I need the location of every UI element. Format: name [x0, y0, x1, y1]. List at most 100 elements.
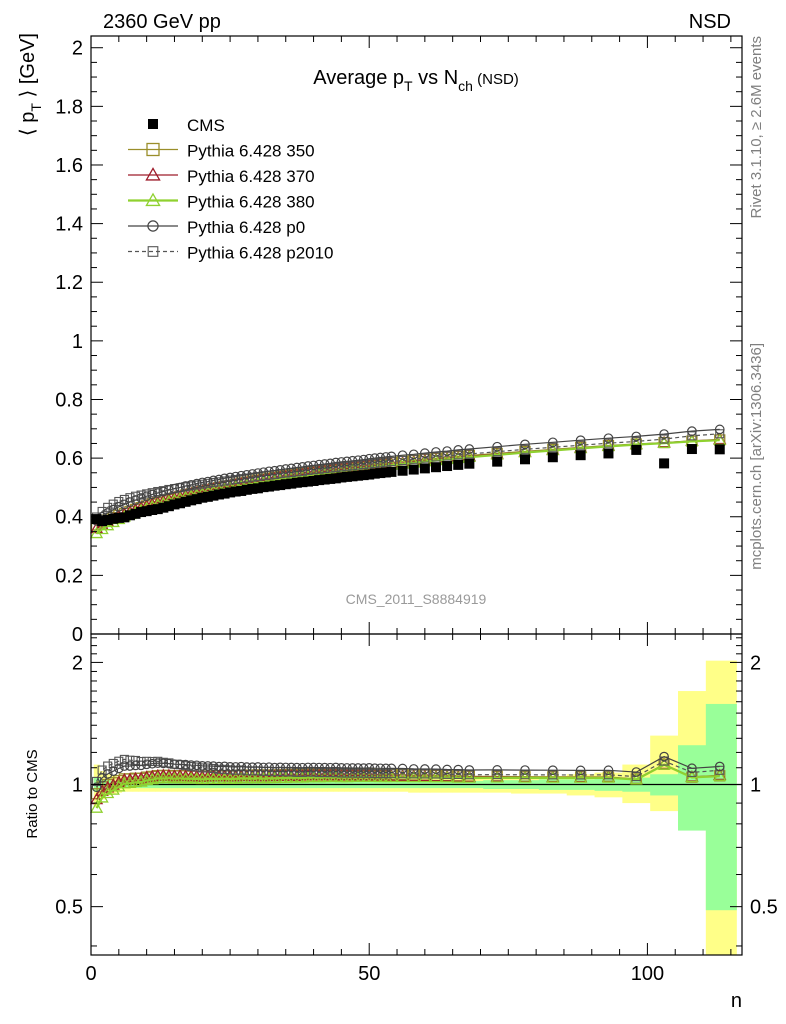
ratio-point-pythia-6-428-p0 — [342, 763, 352, 773]
main-point-cms — [280, 479, 291, 490]
ratio-point-pythia-6-428-380 — [462, 771, 476, 783]
main-point-cms — [191, 494, 202, 505]
ratio-point-pythia-6-428-p0 — [358, 763, 369, 773]
main-title: Average pT vs Nch (NSD) — [313, 67, 519, 94]
ratio-point-pythia-6-428-p2010 — [125, 755, 135, 765]
main-y-tick-label: 0 — [72, 624, 83, 646]
ratio-panel: 0.5 0.5 1 1 2 2 0 50 100 Ratio to CMS n — [24, 633, 778, 1012]
main-point-pythia-6-428-p0 — [164, 485, 174, 495]
ratio-point-pythia-6-428-p2010 — [347, 768, 358, 778]
main-point-cms — [659, 458, 670, 469]
ratio-point-pythia-6-428-p0 — [364, 763, 375, 773]
main-point-pythia-6-428-p0 — [381, 452, 391, 462]
ratio-point-pythia-6-428-p0 — [603, 765, 614, 776]
ratio-series-layer — [89, 751, 727, 813]
main-point-pythia-6-428-p2010 — [442, 451, 452, 461]
main-point-pythia-6-428-p0 — [347, 455, 358, 466]
main-point-cms — [275, 480, 286, 491]
ratio-point-pythia-6-428-p0 — [308, 762, 319, 773]
main-point-pythia-6-428-p0 — [358, 454, 369, 465]
main-point-cms — [314, 475, 325, 486]
main-point-pythia-6-428-p0 — [275, 464, 286, 475]
main-point-pythia-6-428-p0 — [575, 435, 586, 446]
ratio-point-pythia-6-428-p2010 — [119, 754, 129, 764]
ratio-point-pythia-6-428-380 — [657, 757, 671, 770]
main-point-pythia-6-428-p0 — [202, 476, 213, 487]
ratio-point-pythia-6-428-p0 — [130, 760, 141, 771]
ratio-line-pythia-6-428-p0 — [96, 755, 720, 788]
ratio-point-pythia-6-428-p0 — [575, 765, 586, 776]
ratio-point-pythia-6-428-p0 — [336, 763, 347, 773]
legend-label-cms: CMS — [187, 116, 225, 135]
ratio-point-pythia-6-428-p0 — [125, 761, 135, 771]
main-point-pythia-6-428-p0 — [253, 468, 263, 478]
main-point-pythia-6-428-p0 — [547, 437, 558, 448]
legend-label-pythia-6-428-370: Pythia 6.428 370 — [187, 167, 315, 186]
main-point-pythia-6-428-p0 — [408, 449, 419, 460]
main-point-cms — [492, 456, 503, 467]
main-line-pythia-6-428-p0 — [96, 428, 720, 522]
main-point-pythia-6-428-p0 — [141, 491, 152, 502]
ratio-y-tick-label-right: 2 — [750, 652, 761, 674]
main-point-cms — [380, 467, 391, 478]
main-panel: 0 0.2 0.4 0.6 0.8 1 1.2 1.4 1.6 1.8 2 Average pT v… — [17, 33, 743, 646]
ratio-point-pythia-6-428-380 — [440, 770, 454, 783]
main-point-pythia-6-428-p2010 — [409, 454, 419, 464]
main-point-cms — [547, 452, 558, 463]
main-point-pythia-6-428-p0 — [492, 441, 503, 452]
main-y-tick-label: 0.6 — [55, 448, 83, 470]
ratio-point-pythia-6-428-p0 — [197, 761, 208, 771]
ratio-y-tick-label: 1 — [72, 775, 83, 797]
ratio-point-pythia-6-428-p0 — [314, 762, 324, 773]
ratio-point-pythia-6-428-380 — [106, 783, 120, 795]
ratio-y-tick-label-right: 0.5 — [750, 897, 778, 919]
ratio-point-pythia-6-428-p0 — [202, 761, 213, 771]
main-point-pythia-6-428-p2010 — [492, 447, 502, 457]
main-point-cms — [258, 482, 269, 493]
process-label: NSD — [689, 11, 731, 33]
ratio-point-pythia-6-428-p0 — [136, 760, 146, 771]
main-point-pythia-6-428-p0 — [214, 474, 224, 485]
ratio-point-pythia-6-428-p0 — [325, 762, 336, 773]
main-y-tick-label: 0.2 — [55, 565, 83, 587]
ratio-point-pythia-6-428-380 — [101, 786, 115, 799]
main-point-pythia-6-428-p0 — [236, 470, 247, 481]
ratio-point-pythia-6-428-p0 — [147, 758, 158, 769]
ratio-point-pythia-6-428-p0 — [431, 764, 441, 774]
main-point-pythia-6-428-p2010 — [119, 494, 129, 505]
main-point-pythia-6-428-p0 — [152, 488, 163, 498]
ratio-point-pythia-6-428-380 — [713, 769, 727, 781]
main-point-cms — [319, 474, 330, 485]
main-point-cms — [152, 504, 163, 515]
ratio-point-pythia-6-428-p2010 — [219, 764, 230, 774]
ratio-y-axis-label: Ratio to CMS — [24, 749, 41, 838]
ratio-point-pythia-6-428-p0 — [714, 761, 725, 772]
main-point-pythia-6-428-380 — [95, 522, 109, 535]
main-point-cms — [686, 444, 697, 455]
main-point-cms — [358, 470, 369, 481]
main-point-pythia-6-428-p0 — [241, 469, 252, 480]
main-point-cms — [575, 450, 586, 461]
ratio-point-pythia-6-428-380 — [418, 770, 432, 783]
ratio-point-pythia-6-428-p0 — [264, 762, 274, 773]
main-y-tick-label: 1.6 — [55, 155, 83, 177]
ratio-point-pythia-6-428-380 — [429, 770, 443, 783]
ratio-point-pythia-6-428-p0 — [419, 764, 430, 774]
ratio-point-pythia-6-428-380 — [629, 772, 643, 785]
ratio-point-pythia-6-428-p0 — [453, 764, 464, 775]
main-point-cms — [442, 461, 453, 472]
main-point-pythia-6-428-p0 — [308, 460, 319, 471]
legend-marker-pythia-6-428-380 — [145, 192, 161, 207]
ratio-point-pythia-6-428-p2010 — [464, 770, 474, 780]
main-point-cms — [375, 468, 386, 479]
main-point-pythia-6-428-p0 — [386, 451, 397, 462]
ratio-point-pythia-6-428-p2010 — [370, 769, 380, 779]
main-point-pythia-6-428-p0 — [342, 456, 352, 467]
ratio-point-pythia-6-428-p2010 — [297, 767, 307, 777]
main-point-pythia-6-428-p0 — [687, 426, 697, 436]
ratio-point-pythia-6-428-p0 — [442, 764, 452, 775]
main-point-cms — [108, 513, 119, 524]
main-point-pythia-6-428-p2010 — [431, 452, 441, 462]
ratio-point-pythia-6-428-p0 — [253, 762, 263, 772]
main-point-cms — [297, 477, 308, 488]
